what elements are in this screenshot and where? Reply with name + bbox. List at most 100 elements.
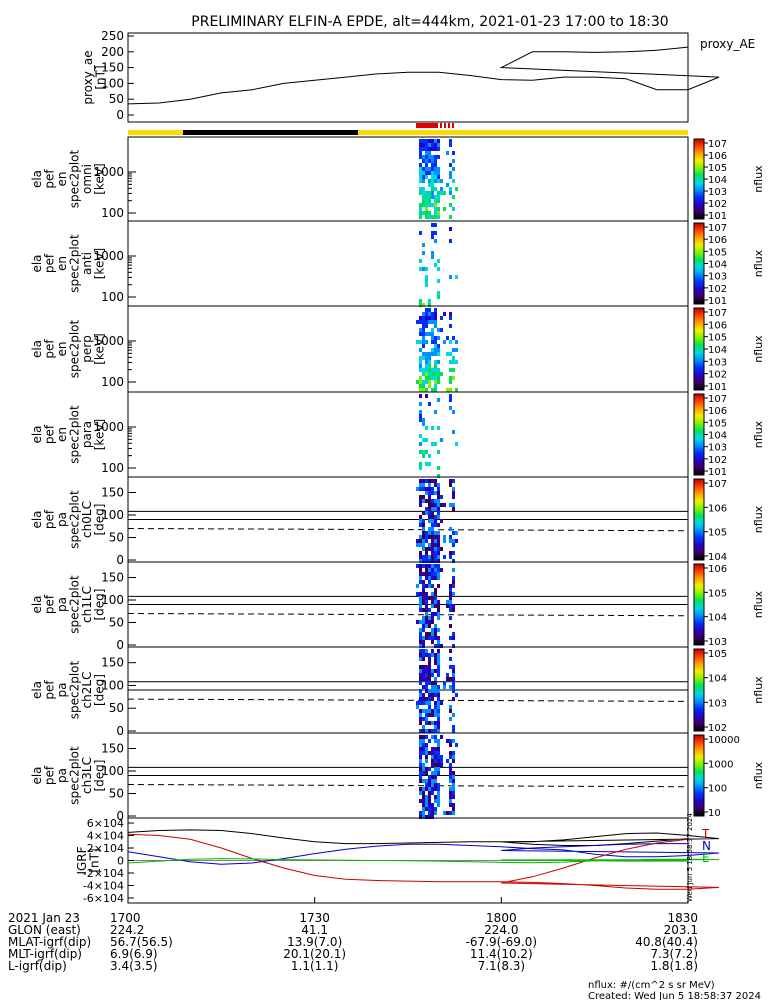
- heat-cell: [419, 555, 422, 559]
- heat-cell: [422, 693, 425, 697]
- heat-cell: [422, 368, 425, 372]
- heat-cell: [434, 555, 437, 559]
- heat-cell: [419, 689, 422, 693]
- heat-cell: [425, 211, 428, 215]
- ylabel-line: ela: [30, 681, 44, 699]
- heat-cell: [428, 159, 431, 163]
- heat-cell: [422, 596, 425, 600]
- bar-red-tick: [444, 123, 446, 128]
- dashed-line: [127, 784, 689, 788]
- heat-cell: [449, 775, 452, 779]
- heat-cell: [425, 767, 428, 771]
- heat-cell: [419, 791, 422, 795]
- heat-cell: [452, 151, 455, 155]
- ylabel-line: pa: [55, 683, 69, 698]
- heat-cell: [434, 143, 437, 147]
- heat-cell: [434, 779, 437, 783]
- heat-cell: [422, 139, 425, 143]
- heat-cell: [422, 155, 425, 159]
- heat-cell: [419, 657, 422, 661]
- heat-cell: [428, 811, 431, 815]
- heat-cell: [428, 299, 431, 303]
- heat-cell: [428, 332, 431, 336]
- ylabel-line: pef: [42, 424, 56, 444]
- heat-cell: [428, 596, 431, 600]
- heat-cell: [422, 795, 425, 799]
- heat-cell: [440, 328, 443, 332]
- heat-cell: [437, 640, 440, 644]
- heat-cell: [449, 239, 452, 243]
- ytick-label: 0: [116, 724, 124, 738]
- heat-cell: [419, 171, 422, 175]
- ytick-label: 250: [101, 29, 124, 43]
- heat-cell: [449, 763, 452, 767]
- heat-cell: [434, 376, 437, 380]
- heat-cell: [425, 203, 428, 207]
- heat-cell: [446, 673, 449, 677]
- heat-cell: [449, 483, 452, 487]
- heat-cell: [434, 316, 437, 320]
- heat-cell: [419, 320, 422, 324]
- heat-cell: [422, 747, 425, 751]
- heat-cell: [419, 259, 422, 263]
- heat-cell: [419, 759, 422, 763]
- heat-cell: [434, 632, 437, 636]
- footer-cell: 1830: [667, 911, 698, 925]
- panel-frame: [127, 220, 689, 307]
- heat-cell: [425, 673, 428, 677]
- heat-cell: [422, 669, 425, 673]
- heat-cell: [452, 592, 455, 596]
- heat-cell: [437, 685, 440, 689]
- ylabel-line: [keV]: [92, 163, 106, 194]
- heat-cell: [419, 739, 422, 743]
- heat-cell: [422, 422, 425, 426]
- heat-cell: [434, 539, 437, 543]
- heat-cell: [434, 604, 437, 608]
- heat-cell: [431, 807, 434, 811]
- heat-cell: [422, 535, 425, 539]
- heat-cell: [425, 592, 428, 596]
- heat-cell: [425, 547, 428, 551]
- ylabel-line: spec2plot: [67, 234, 81, 293]
- heat-cell: [422, 195, 425, 199]
- heat-cell: [422, 580, 425, 584]
- heat-cell: [434, 592, 437, 596]
- heat-cell: [449, 398, 452, 402]
- heat-cell: [434, 653, 437, 657]
- heat-cell: [437, 491, 440, 495]
- footer-cell: 3.4(3.5): [110, 959, 158, 973]
- heat-cell: [428, 511, 431, 515]
- heat-cell: [422, 159, 425, 163]
- heat-cell: [428, 568, 431, 572]
- heat-cell: [431, 191, 434, 195]
- heat-cell: [425, 143, 428, 147]
- side-timestamp: Wed Jun 5 18:58:37 2024: [686, 813, 694, 902]
- heat-cell: [446, 739, 449, 743]
- heat-cell: [437, 612, 440, 616]
- heat-cell: [419, 483, 422, 487]
- heat-cell: [431, 628, 434, 632]
- heat-cell: [422, 372, 425, 376]
- heat-cell: [443, 535, 446, 539]
- footer-cell: 13.9(7.0): [287, 935, 342, 949]
- heat-cell: [452, 779, 455, 783]
- heat-cell: [422, 320, 425, 324]
- heat-cell: [434, 175, 437, 179]
- heat-cell: [431, 564, 434, 568]
- heat-cell: [431, 759, 434, 763]
- heat-cell: [428, 195, 431, 199]
- heat-cell: [434, 340, 437, 344]
- heat-cell: [431, 755, 434, 759]
- plot-title: PRELIMINARY ELFIN-A EPDE, alt=444km, 202…: [191, 14, 668, 30]
- heat-cell: [428, 787, 431, 791]
- cbar-tick-label: 103: [708, 698, 727, 709]
- ylabel-line: ela: [30, 340, 44, 358]
- heat-cell: [425, 360, 428, 364]
- cbar-tick-label: 103: [708, 272, 727, 283]
- heat-cell: [437, 171, 440, 175]
- heat-cell: [434, 701, 437, 705]
- heat-cell: [449, 717, 452, 721]
- heat-cell: [455, 442, 458, 446]
- heat-cell: [452, 783, 455, 787]
- heat-cell: [419, 143, 422, 147]
